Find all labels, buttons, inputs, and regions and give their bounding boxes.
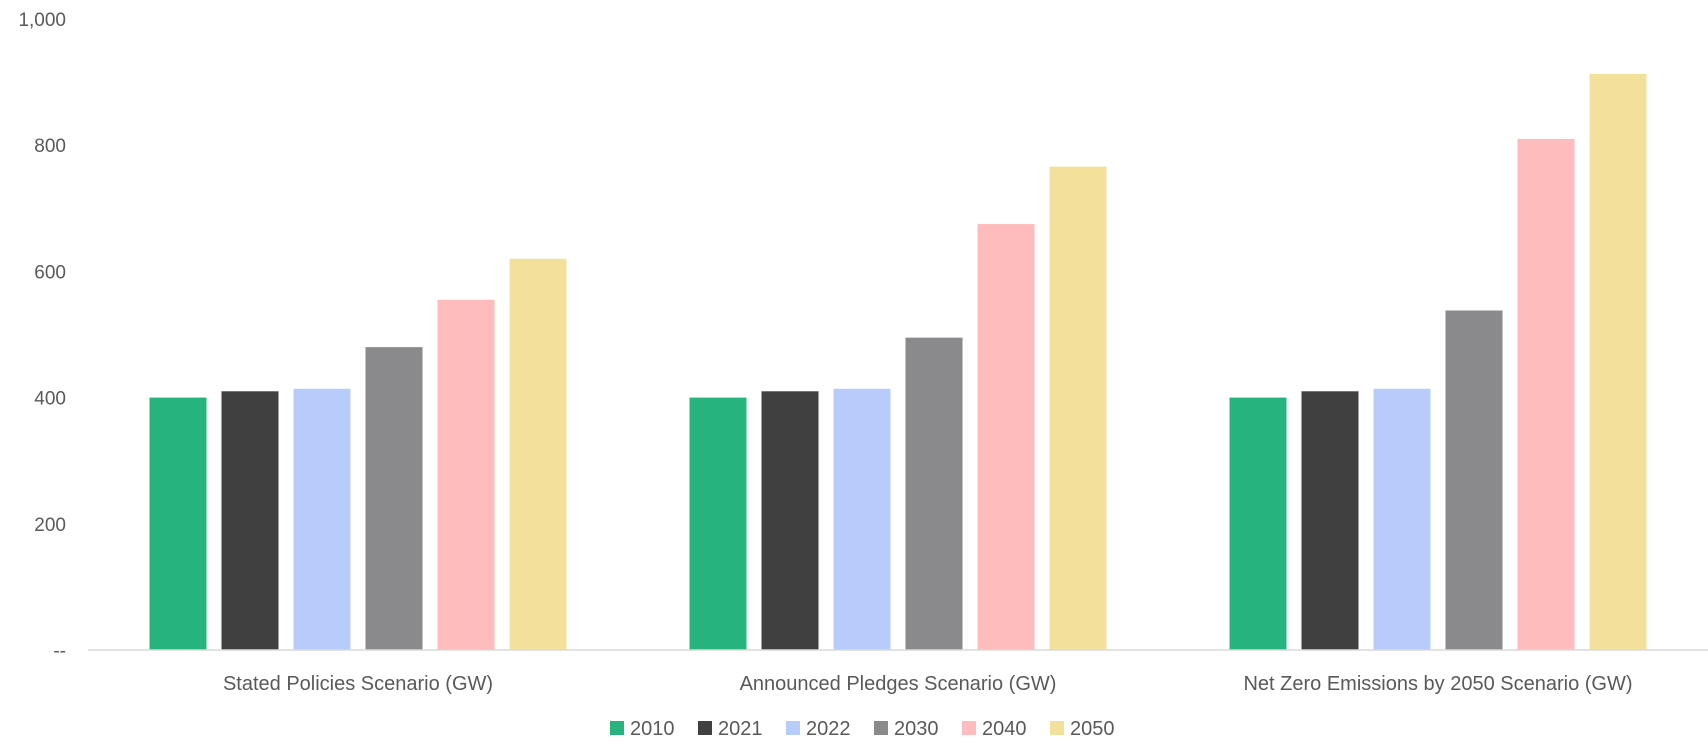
bar-2040-2 bbox=[977, 224, 1035, 650]
x-axis: Stated Policies Scenario (GW) Announced P… bbox=[223, 673, 1633, 695]
bar-2050-1 bbox=[509, 258, 567, 650]
legend-label: 2021 bbox=[718, 718, 763, 740]
bar-2022-3 bbox=[1373, 388, 1431, 650]
legend-item-2030: 2030 bbox=[874, 718, 939, 740]
y-tick-label: 600 bbox=[34, 262, 66, 283]
x-category-label: Net Zero Emissions by 2050 Scenario (GW) bbox=[1243, 673, 1632, 695]
y-tick-label: 1,000 bbox=[18, 10, 66, 31]
bar-2030-2 bbox=[905, 337, 963, 650]
legend-swatch bbox=[962, 721, 976, 735]
y-tick-label: 200 bbox=[34, 515, 66, 536]
legend-item-2050: 2050 bbox=[1050, 718, 1115, 740]
bar-2010-2 bbox=[689, 397, 747, 650]
bar-2040-1 bbox=[437, 299, 495, 650]
bar-2010-1 bbox=[149, 397, 207, 650]
bar-2021-2 bbox=[761, 391, 819, 650]
y-tick-label: 800 bbox=[34, 136, 66, 157]
legend-label: 2030 bbox=[894, 718, 939, 740]
y-tick-label: 400 bbox=[34, 389, 66, 410]
legend: 2010 2021 2022 2030 2040 2050 bbox=[610, 718, 1115, 740]
bar-2021-3 bbox=[1301, 391, 1359, 650]
bar-2030-1 bbox=[365, 347, 423, 650]
x-category-label: Announced Pledges Scenario (GW) bbox=[740, 673, 1057, 695]
y-axis: -- 200 400 600 800 1,000 bbox=[18, 10, 66, 662]
legend-item-2010: 2010 bbox=[610, 718, 675, 740]
bar-2022-1 bbox=[293, 388, 351, 650]
x-category-label: Stated Policies Scenario (GW) bbox=[223, 673, 493, 695]
legend-item-2021: 2021 bbox=[698, 718, 763, 740]
bar-2050-3 bbox=[1589, 73, 1647, 651]
bar-2010-3 bbox=[1229, 397, 1287, 650]
legend-swatch bbox=[1050, 721, 1064, 735]
legend-label: 2040 bbox=[982, 718, 1027, 740]
bar-group bbox=[149, 73, 1647, 651]
bar-2022-2 bbox=[833, 388, 891, 650]
legend-swatch bbox=[610, 721, 624, 735]
bar-2050-2 bbox=[1049, 166, 1107, 651]
legend-item-2040: 2040 bbox=[962, 718, 1027, 740]
legend-swatch bbox=[698, 721, 712, 735]
bar-2040-3 bbox=[1517, 138, 1575, 650]
legend-label: 2050 bbox=[1070, 718, 1115, 740]
y-tick-label: -- bbox=[53, 641, 66, 662]
bar-2030-3 bbox=[1445, 310, 1503, 650]
legend-label: 2010 bbox=[630, 718, 675, 740]
legend-swatch bbox=[786, 721, 800, 735]
legend-item-2022: 2022 bbox=[786, 718, 851, 740]
legend-label: 2022 bbox=[806, 718, 851, 740]
legend-swatch bbox=[874, 721, 888, 735]
bar-2021-1 bbox=[221, 391, 279, 650]
